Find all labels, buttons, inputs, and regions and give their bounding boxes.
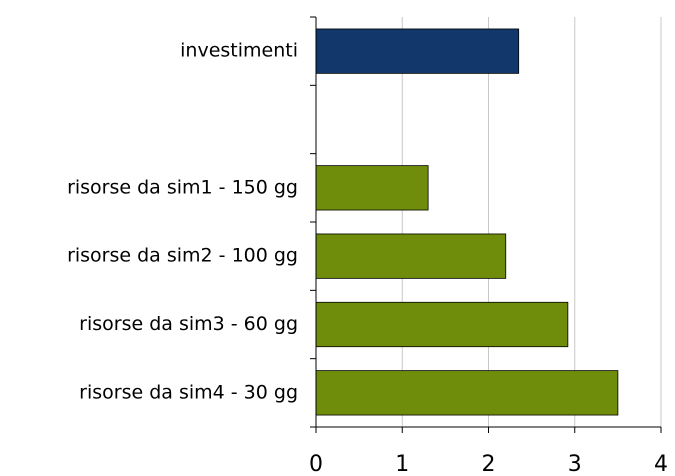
y-tick-label: risorse da sim2 - 100 gg bbox=[67, 245, 298, 267]
bar bbox=[315, 28, 520, 74]
x-tick-label: 1 bbox=[395, 452, 409, 476]
y-tick-label: risorse da sim1 - 150 gg bbox=[67, 176, 298, 198]
y-tick-label: risorse da sim3 - 60 gg bbox=[79, 313, 298, 335]
bar bbox=[315, 165, 429, 211]
x-tick-label: 0 bbox=[309, 452, 323, 476]
bar bbox=[315, 301, 569, 348]
bar bbox=[315, 370, 619, 416]
y-tick-label: investimenti bbox=[180, 40, 298, 62]
x-tick-label: 3 bbox=[568, 452, 582, 476]
x-tick-label: 4 bbox=[654, 452, 668, 476]
y-tick-label: risorse da sim4 - 30 gg bbox=[79, 381, 298, 403]
bar bbox=[315, 233, 507, 279]
x-tick-label: 2 bbox=[482, 452, 496, 476]
